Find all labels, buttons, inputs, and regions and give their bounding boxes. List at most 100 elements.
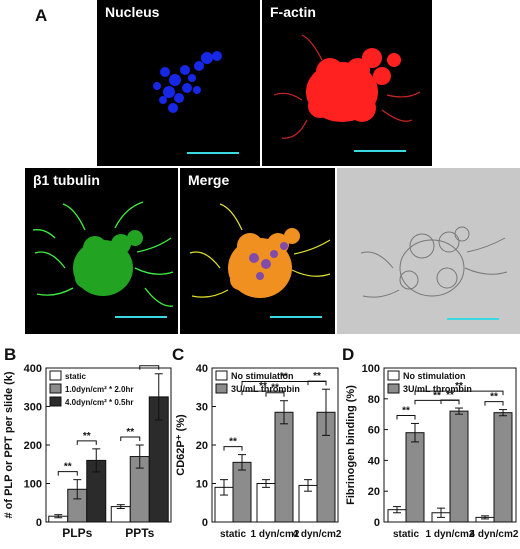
chart-d-svg: 0 20 40 60 80 100 Fibrinogen binding (%) static… bbox=[345, 363, 519, 540]
scale-bar bbox=[354, 150, 406, 152]
category-label: PLPs bbox=[62, 526, 92, 540]
bar bbox=[274, 411, 294, 523]
bar bbox=[449, 410, 469, 523]
blue-nuclei-icon bbox=[153, 51, 222, 113]
legend: No stimulation 3U/mL thrombin bbox=[387, 370, 472, 394]
legend-label: No stimulation bbox=[403, 371, 466, 381]
significance-bracket bbox=[120, 436, 141, 441]
legend-swatch bbox=[215, 370, 228, 381]
y-tick-label: 20 bbox=[368, 486, 380, 498]
scale-bar bbox=[115, 316, 167, 318]
category-label: 1 dyn/cm2 bbox=[426, 529, 475, 540]
merge-icon bbox=[189, 203, 331, 298]
legend-swatch bbox=[49, 396, 62, 407]
y-tick-label: 200 bbox=[24, 440, 42, 452]
merge-image: Merge bbox=[180, 168, 335, 334]
category-label: 1 dyn/cm2 bbox=[251, 529, 300, 540]
significance-bracket bbox=[484, 401, 504, 406]
legend-label: 3U/mL thrombin bbox=[231, 384, 300, 394]
y-tick-label: 0 bbox=[202, 517, 208, 529]
y-tick-label: 30 bbox=[196, 402, 208, 414]
significance-label: ** bbox=[490, 392, 498, 403]
significance-label: ** bbox=[229, 437, 237, 448]
category-label: 4 dyn/cm2 bbox=[470, 529, 519, 540]
y-axis-label: CD62P⁺ (%) bbox=[175, 414, 187, 476]
bar bbox=[232, 461, 252, 523]
significance-label: ** bbox=[83, 431, 91, 442]
legend-swatch bbox=[387, 383, 400, 394]
significance-bracket bbox=[223, 446, 243, 451]
y-tick-label: 20 bbox=[196, 440, 208, 452]
significance-label: ** bbox=[145, 362, 153, 367]
brightfield-icon bbox=[360, 226, 508, 298]
y-tick-label: 0 bbox=[374, 517, 380, 529]
legend-swatch bbox=[215, 383, 228, 394]
legend-label: 1.0dyn/cm² * 2.0hr bbox=[65, 385, 133, 394]
category-label: static bbox=[220, 529, 247, 540]
category-label: 4 dyn/cm2 bbox=[293, 529, 342, 540]
tubulin-image: β1 tubulin bbox=[25, 168, 178, 334]
legend-label: 3U/mL thrombin bbox=[403, 384, 472, 394]
legend: No stimulation 3U/mL thrombin bbox=[215, 370, 300, 394]
significance-bracket bbox=[241, 390, 285, 396]
panel-d-letter: D bbox=[342, 345, 355, 364]
scale-bar bbox=[270, 316, 322, 318]
chart-c: 0 10 20 30 40 CD62P⁺ (%) static 1 dyn/cm2 4 dyn/… bbox=[172, 362, 344, 544]
green-tubulin-icon bbox=[32, 201, 174, 307]
panel-c-letter: C bbox=[172, 345, 185, 364]
significance-bracket bbox=[414, 390, 504, 396]
significance-label: ** bbox=[126, 427, 134, 438]
y-tick-label: 40 bbox=[196, 363, 208, 375]
category-label: static bbox=[393, 529, 420, 540]
significance-bracket bbox=[76, 440, 97, 445]
nucleus-image: Nucleus bbox=[97, 0, 260, 166]
panel-b-letter: B bbox=[4, 345, 17, 364]
nucleus-label: Nucleus bbox=[105, 4, 160, 20]
bar bbox=[493, 412, 513, 523]
significance-label: ** bbox=[455, 381, 463, 392]
significance-bracket bbox=[414, 399, 460, 405]
tubulin-label: β1 tubulin bbox=[33, 172, 100, 188]
y-tick-label: 0 bbox=[36, 517, 42, 529]
legend-label: No stimulation bbox=[231, 371, 294, 381]
y-axis-label: # of PLP or PPT per slide (k) bbox=[3, 371, 15, 518]
chart-b-svg: 0 100 200 300 400 # of PLP or PPT per slide (… bbox=[3, 356, 172, 540]
scale-bar bbox=[187, 152, 239, 154]
significance-label: ** bbox=[402, 405, 410, 416]
scale-bar bbox=[447, 318, 499, 320]
legend-label: 4.0dyn/cm² * 0.5hr bbox=[65, 398, 133, 407]
legend: static 1.0dyn/cm² * 2.0hr 4.0dyn/cm² * 0.5… bbox=[49, 370, 133, 407]
y-tick-label: 60 bbox=[368, 425, 380, 437]
significance-label: ** bbox=[271, 383, 279, 394]
significance-label: ** bbox=[433, 390, 441, 401]
y-tick-label: 400 bbox=[24, 363, 42, 375]
chart-d: 0 20 40 60 80 100 Fibrinogen binding (%) static… bbox=[342, 362, 520, 544]
significance-label: ** bbox=[446, 390, 454, 401]
significance-label: ** bbox=[64, 462, 72, 473]
bar bbox=[405, 432, 425, 523]
y-axis-label: Fibrinogen binding (%) bbox=[345, 385, 357, 505]
significance-label: ** bbox=[313, 371, 321, 382]
panel-a-letter: A bbox=[35, 6, 48, 25]
significance-label: ** bbox=[259, 381, 267, 392]
legend-swatch bbox=[49, 370, 62, 381]
chart-b: 0 100 200 300 400 # of PLP or PPT per slide (… bbox=[0, 356, 175, 544]
legend-label: static bbox=[65, 372, 86, 381]
legend-swatch bbox=[49, 383, 62, 394]
y-tick-label: 100 bbox=[362, 363, 380, 375]
y-tick-label: 40 bbox=[368, 455, 380, 467]
significance-bracket bbox=[241, 380, 327, 386]
red-actin-icon bbox=[273, 34, 421, 139]
factin-image: F-actin bbox=[262, 0, 432, 166]
legend-swatch bbox=[387, 370, 400, 381]
merge-label: Merge bbox=[188, 172, 230, 188]
y-tick-label: 10 bbox=[196, 479, 208, 491]
bar bbox=[256, 483, 276, 523]
brightfield-image bbox=[337, 168, 520, 334]
category-label: PPTs bbox=[125, 526, 154, 540]
factin-label: F-actin bbox=[270, 4, 316, 20]
y-tick-label: 80 bbox=[368, 394, 380, 406]
significance-bracket bbox=[396, 414, 416, 420]
y-tick-label: 300 bbox=[24, 402, 42, 414]
